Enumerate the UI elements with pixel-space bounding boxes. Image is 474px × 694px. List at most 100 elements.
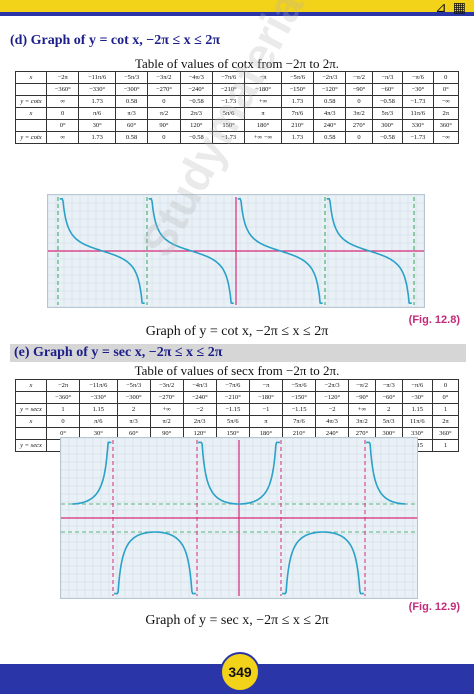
table-cell: 4π/3 — [314, 415, 350, 428]
table-cell: 11π/6 — [401, 415, 433, 428]
sec-curve-branch — [366, 441, 406, 505]
table-cell: −π — [248, 379, 283, 392]
table-cell: −300° — [116, 391, 151, 404]
table-cell: 240° — [313, 119, 347, 132]
corner-icons: ⊿ ▦ — [435, 0, 466, 20]
table-cell: 7π/6 — [281, 415, 317, 428]
row-label: y = secx — [15, 439, 47, 452]
table-cell: −2π — [45, 71, 80, 84]
table-cell: −5π/3 — [114, 71, 149, 84]
table-cell: −210° — [215, 391, 250, 404]
table-cell: −3π/2 — [147, 71, 181, 84]
table-cell: −360° — [45, 83, 80, 96]
table-cell: −1.73 — [211, 131, 246, 144]
table-cell: ∞ — [45, 131, 80, 144]
row-label: y = cotx — [15, 131, 47, 144]
table-cell: 1 — [431, 439, 460, 452]
table-cell: 11π/6 — [402, 107, 434, 120]
table-cell: 0 — [345, 95, 373, 108]
sec-curve-branch — [282, 531, 364, 595]
table-cell: −180° — [248, 391, 283, 404]
cot-curve-branch — [148, 198, 234, 304]
table-cell: +∞ — [244, 95, 282, 108]
table-cell: −3π/2 — [149, 379, 184, 392]
table-cell: 5π/3 — [374, 415, 403, 428]
table-cell: 7π/6 — [280, 107, 315, 120]
table-cell: −300° — [114, 83, 149, 96]
compass-icon: ⊿ — [435, 1, 447, 16]
table-cell: 0 — [432, 71, 460, 84]
table-cell: −π/6 — [402, 71, 434, 84]
table-cell: −90° — [345, 83, 373, 96]
table-cell: π/3 — [116, 415, 151, 428]
table-cell: 5π/6 — [211, 107, 246, 120]
top-banner — [0, 0, 474, 16]
table-cell: −2π/3 — [314, 379, 350, 392]
table-cell: −0.58 — [371, 95, 404, 108]
table-cell: −120° — [313, 83, 347, 96]
table-cell: −11π/6 — [79, 379, 118, 392]
table-cell: −330° — [78, 83, 116, 96]
table-cell: −∞ — [432, 95, 460, 108]
table-cell: 2 — [116, 403, 151, 416]
table-cell: −60° — [374, 391, 403, 404]
table-cell: 0 — [345, 131, 373, 144]
table-cell: 0 — [45, 415, 81, 428]
table-row: x −2π −11π/6 −5π/3 −3π/2 −4π/3 −7π/6 −π −5π/6 −2π… — [15, 71, 460, 84]
table-cell: +∞ −∞ — [244, 131, 282, 144]
section-e-heading: (e) Graph of y = sec x, −2π ≤ x ≤ 2π — [10, 344, 466, 362]
table-cell: 0° — [45, 119, 80, 132]
table-cell: 1 — [431, 403, 460, 416]
table-cell: −0.58 — [179, 131, 213, 144]
table-cell: 1 — [45, 403, 81, 416]
table-cell: −0.58 — [179, 95, 213, 108]
calculator-icon: ▦ — [452, 1, 466, 16]
table-cell: 0° — [432, 83, 460, 96]
table-cell: −120° — [314, 391, 350, 404]
cot-curve-branch — [59, 198, 145, 304]
table-cell: ∞ — [45, 95, 80, 108]
table-cell: π — [248, 415, 283, 428]
table-cell: −270° — [149, 391, 184, 404]
table-cell: −π/2 — [345, 71, 373, 84]
table-cell: −4π/3 — [182, 379, 217, 392]
table-cell: 90° — [147, 119, 181, 132]
table-cell: −2π — [45, 379, 81, 392]
sec-curve-branch — [114, 531, 196, 595]
table-row: y = cotx ∞ 1.73 0.58 0 −0.58 −1.73 +∞ −∞ 1.73 0.5… — [15, 131, 460, 144]
table-cell: 0.58 — [313, 95, 347, 108]
table-cell: 4π/3 — [313, 107, 347, 120]
table-cell: 0 — [147, 95, 181, 108]
sec-curve-branch — [198, 441, 280, 505]
table-cell: −180° — [244, 83, 282, 96]
table-cell: 120° — [179, 119, 213, 132]
row-label: x — [15, 71, 47, 84]
table-cell: π — [244, 107, 282, 120]
table-cell: 180° — [244, 119, 282, 132]
table-cell: 180° — [248, 427, 283, 440]
table-cell: π/2 — [149, 415, 184, 428]
table-cell: 2π/3 — [179, 107, 213, 120]
table-cell: 0.58 — [313, 131, 347, 144]
table-cell: −90° — [348, 391, 376, 404]
table-cell: −7π/6 — [215, 379, 250, 392]
table-cell: −4π/3 — [179, 71, 213, 84]
table-row: x 0 π/6 π/3 π/2 2π/3 5π/6 π 7π/6 4π/3 3π/2 5π/3 11π/… — [15, 107, 460, 120]
table-cell: π/2 — [147, 107, 181, 120]
row-label: x — [15, 379, 47, 392]
table-cell: 150° — [211, 119, 246, 132]
table-row: 0° 30° 60° 90° 120° 150° 180° 210° 240° 270° 300° 3… — [15, 119, 460, 132]
table-cell: 1.15 — [401, 403, 433, 416]
table-cell: −1.73 — [211, 95, 246, 108]
table-cell: 1.73 — [78, 95, 116, 108]
table-cell: +∞ — [348, 403, 376, 416]
table-row: 0° 30° 60° 90° 120° 150° 180° 210° 240° 270° 300° 3… — [15, 427, 460, 440]
table-cell: −2π/3 — [313, 71, 347, 84]
table-cell: 1.15 — [79, 403, 118, 416]
table-cell: 330° — [402, 119, 434, 132]
table-cell: 360° — [431, 427, 460, 440]
table-cell: 0 — [45, 107, 80, 120]
table-cell: −5π/6 — [280, 71, 315, 84]
table-cell: −2 — [182, 403, 217, 416]
row-label: x — [15, 415, 47, 428]
